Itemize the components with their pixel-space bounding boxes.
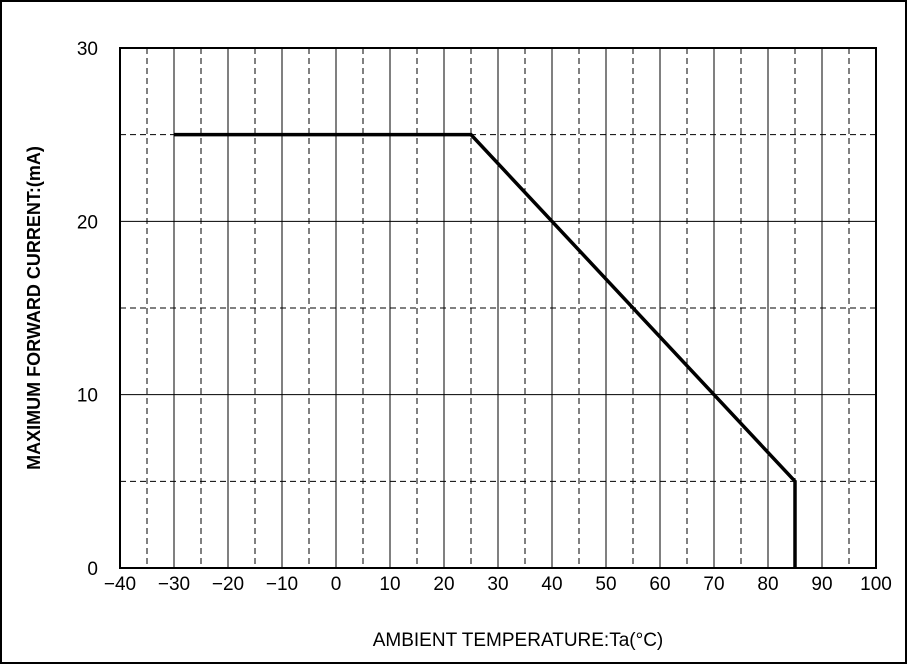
- y-tick-label: 10: [77, 386, 98, 407]
- y-tick-labels: 0 10 20 30: [77, 39, 98, 580]
- x-tick-label: 80: [757, 574, 778, 595]
- x-tick-label: −10: [266, 574, 298, 595]
- x-tick-label: 0: [331, 574, 342, 595]
- plot-border: [119, 47, 877, 569]
- series-layer: [174, 132, 797, 568]
- y-tick-label: 0: [87, 559, 98, 580]
- x-tick-label: −30: [158, 574, 190, 595]
- x-tick-labels: −40 −30 −20 −10 0 10 20 30 40 50 60 70 80 90 100: [104, 574, 892, 595]
- x-tick-label: −40: [104, 574, 136, 595]
- x-tick-label: 20: [433, 574, 454, 595]
- x-tick-label: 40: [541, 574, 562, 595]
- y-tick-label: 30: [77, 39, 98, 60]
- grid-layer: [120, 48, 876, 568]
- x-tick-label: −20: [212, 574, 244, 595]
- x-tick-label: 60: [649, 574, 670, 595]
- x-tick-label: 90: [811, 574, 832, 595]
- x-tick-label: 10: [379, 574, 400, 595]
- series-line: [174, 132, 797, 568]
- y-tick-label: 20: [77, 212, 98, 233]
- x-tick-label: 70: [703, 574, 724, 595]
- x-axis-title: AMBIENT TEMPERATURE:Ta(°C): [373, 630, 664, 651]
- x-tick-label: 30: [487, 574, 508, 595]
- x-tick-label: 50: [595, 574, 616, 595]
- y-axis-title: MAXIMUM FORWARD CURRENT:(mA): [24, 146, 44, 470]
- x-tick-label: 100: [860, 574, 892, 595]
